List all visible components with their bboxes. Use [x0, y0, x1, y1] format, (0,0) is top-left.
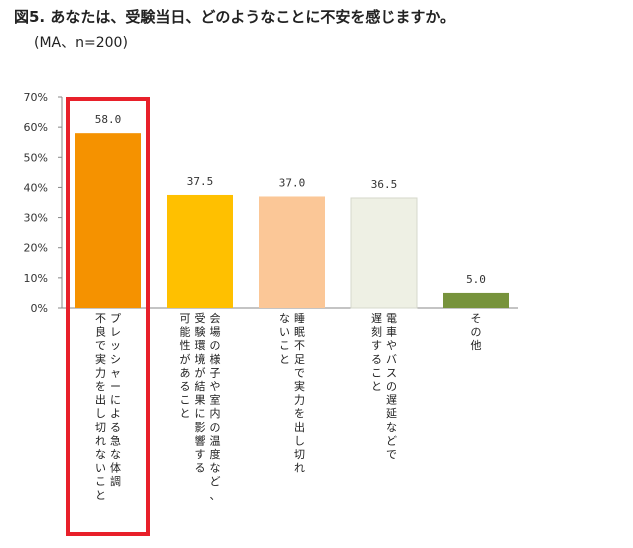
bar: [259, 196, 325, 308]
x-category-label: 不良で実力を出し切れないこと: [95, 312, 106, 502]
data-label: 36.5: [371, 178, 398, 191]
y-tick-label: 10%: [24, 272, 48, 285]
x-category-label: 可能性があること: [180, 312, 191, 420]
x-category-label: プレッシャーによる急な体調: [110, 312, 121, 488]
y-tick-label: 40%: [24, 181, 48, 194]
y-tick-label: 20%: [24, 242, 48, 255]
bar: [443, 292, 509, 308]
bar: [75, 133, 141, 308]
x-category-label: 会場の様子や室内の温度など、: [210, 312, 221, 502]
y-tick-label: 70%: [24, 91, 48, 104]
y-tick-label: 30%: [24, 212, 48, 225]
x-category-label: ないこと: [279, 312, 290, 366]
data-label: 58.0: [95, 113, 122, 126]
chart-title: 図5. あなたは、受験当日、どのようなことに不安を感じますか。: [14, 8, 456, 26]
x-category-label: 受験環境が結果に影響する: [195, 312, 206, 475]
x-category-label: 電車やバスの遅延などで: [386, 312, 397, 461]
y-tick-label: 60%: [24, 121, 48, 134]
data-label: 5.0: [466, 273, 486, 286]
bar: [167, 194, 233, 308]
y-tick-label: 50%: [24, 151, 48, 164]
x-category-label: その他: [471, 312, 482, 352]
chart-subtitle: (MA、n=200): [34, 35, 128, 51]
x-category-label: 遅刻すること: [371, 312, 382, 393]
chart-bars: 58.0 37.5 37.0 36.5 5.0: [75, 113, 509, 309]
highlight-box: [66, 97, 150, 536]
x-category-label: 睡眠不足で実力を出し切れ: [294, 312, 305, 475]
y-tick-label: 0%: [31, 302, 48, 315]
data-label: 37.5: [187, 175, 214, 188]
bar: [350, 197, 418, 309]
data-label: 37.0: [279, 176, 306, 189]
